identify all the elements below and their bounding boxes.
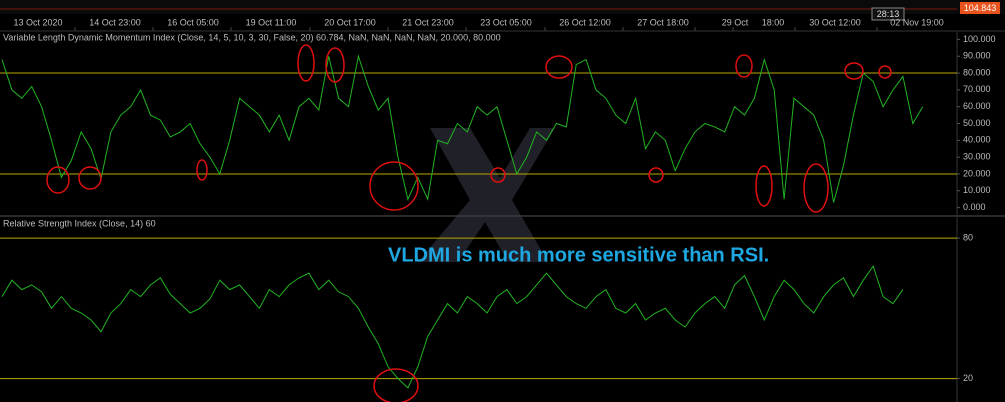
highlight-ring — [545, 55, 573, 79]
x-tick-label: 26 Oct 12:00 — [559, 17, 611, 27]
y-tick-label: 80.000 — [963, 67, 991, 77]
y-tick-label: 40.000 — [963, 135, 991, 145]
y-tick-label: 0.000 — [963, 202, 986, 212]
highlight-ring — [196, 159, 208, 181]
y-tick-label: 60.000 — [963, 101, 991, 111]
highlight-ring — [490, 167, 506, 183]
price-label: 104.843 — [964, 3, 997, 13]
highlight-ring — [78, 166, 102, 190]
x-tick-label: 13 Oct 2020 — [13, 17, 62, 27]
highlight-ring — [369, 161, 419, 211]
x-tick-label: 29 Oct — [722, 17, 749, 27]
highlight-ring — [803, 163, 829, 213]
highlight-ring — [325, 47, 345, 83]
y-tick-label: 90.000 — [963, 51, 991, 61]
y-tick-label: 100.000 — [963, 34, 996, 44]
y-tick-label: 20 — [963, 373, 973, 383]
y-tick-label: 10.000 — [963, 185, 991, 195]
x-tick-label: 16 Oct 05:00 — [167, 17, 219, 27]
countdown-box — [871, 7, 905, 21]
highlights — [46, 44, 892, 402]
panel-title: Relative Strength Index (Close, 14) 60 — [3, 218, 156, 228]
panel-title: Variable Length Dynamic Momentum Index (… — [3, 32, 501, 42]
x-tick-label: 21 Oct 23:00 — [402, 17, 454, 27]
x-tick-label: 19 Oct 11:00 — [246, 17, 297, 27]
highlight-ring — [844, 62, 864, 80]
top-strip — [0, 0, 1005, 14]
x-tick-label: 20 Oct 17:00 — [324, 17, 376, 27]
y-tick-label: 20.000 — [963, 168, 991, 178]
x-tick-label: 18:00 — [762, 17, 785, 27]
highlight-ring — [648, 167, 664, 183]
y-tick-label: 80 — [963, 232, 973, 242]
x-tick-label: 30 Oct 12:00 — [809, 17, 861, 27]
price-box — [960, 2, 1000, 14]
highlight-ring — [373, 368, 419, 402]
highlight-ring — [755, 165, 773, 207]
data-line — [1, 54, 924, 203]
y-tick-label: 30.000 — [963, 152, 991, 162]
watermark — [418, 128, 555, 262]
x-tick-label: 02 Nov 19:00 — [890, 17, 944, 27]
x-tick-label: 14 Oct 23:00 — [89, 17, 141, 27]
x-tick-label: 27 Oct 18:00 — [637, 17, 689, 27]
annotation: VLDMI is much more sensitive than RSI. — [388, 244, 769, 266]
countdown: 28:13 — [877, 9, 900, 19]
highlight-ring — [46, 166, 70, 194]
highlight-ring — [735, 54, 753, 78]
data-line — [1, 265, 904, 389]
x-tick-label: 23 Oct 05:00 — [480, 17, 532, 27]
highlight-ring — [878, 65, 892, 79]
y-tick-label: 50.000 — [963, 118, 991, 128]
highlight-ring — [297, 44, 315, 82]
y-tick-label: 70.000 — [963, 84, 991, 94]
